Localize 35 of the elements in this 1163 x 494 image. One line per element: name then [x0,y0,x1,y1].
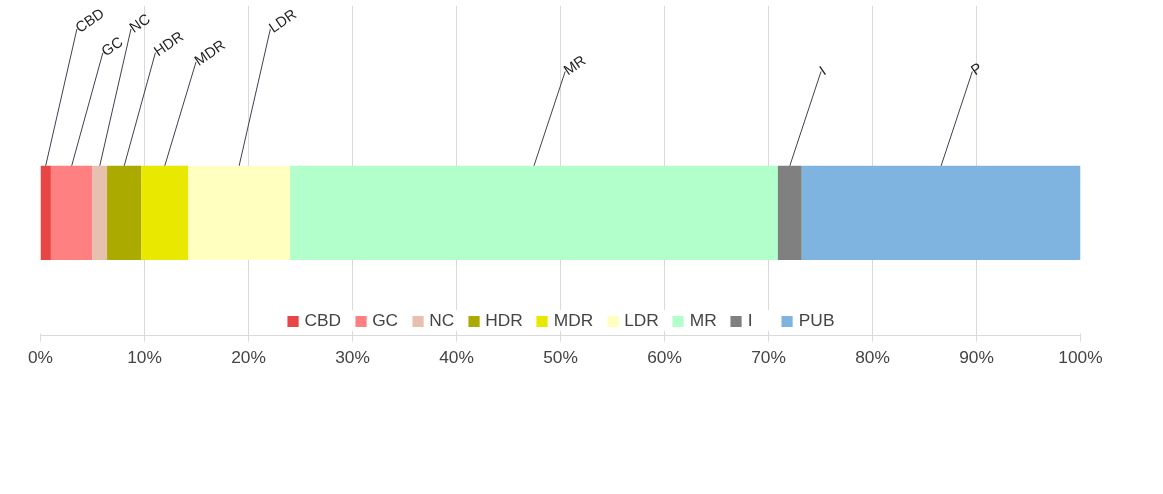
x-tick-label: 100% [1058,346,1103,367]
x-tick-label: 10% [127,346,162,367]
bar [801,165,1081,261]
data-label: MR [560,52,589,79]
x-tick-label: 30% [335,346,370,367]
legend-label: CBD [304,310,342,331]
bar [50,165,93,261]
x-tick-label: 0% [27,346,54,367]
data-label: CBD [72,4,107,36]
x-tick-label: 70% [751,346,786,367]
x-tick-label: 40% [439,346,474,367]
bar [188,165,291,261]
legend-label: PUB [798,310,835,331]
data-label: P [967,59,985,79]
data-label: LDR [265,5,300,36]
x-tick-label: 80% [855,346,890,367]
bar [107,165,142,261]
legend-label: GC [372,310,399,331]
data-label: I [816,62,829,79]
legend-label: NC [429,310,455,331]
legend-label: MDR [553,310,594,331]
legend-label: MR [689,310,717,331]
data-label: GC [98,33,126,60]
legend-label: I [747,310,754,331]
x-tick-label: 60% [647,346,682,367]
bar [40,165,51,261]
bar [290,165,778,261]
legend-label: LDR [624,310,659,331]
bar [92,165,108,261]
x-tick-label: 20% [231,346,266,367]
bar [777,165,802,261]
x-tick-label: 90% [959,346,994,367]
bar [141,165,189,261]
x-tick-label: 50% [543,346,578,367]
legend-label: HDR [485,310,523,331]
